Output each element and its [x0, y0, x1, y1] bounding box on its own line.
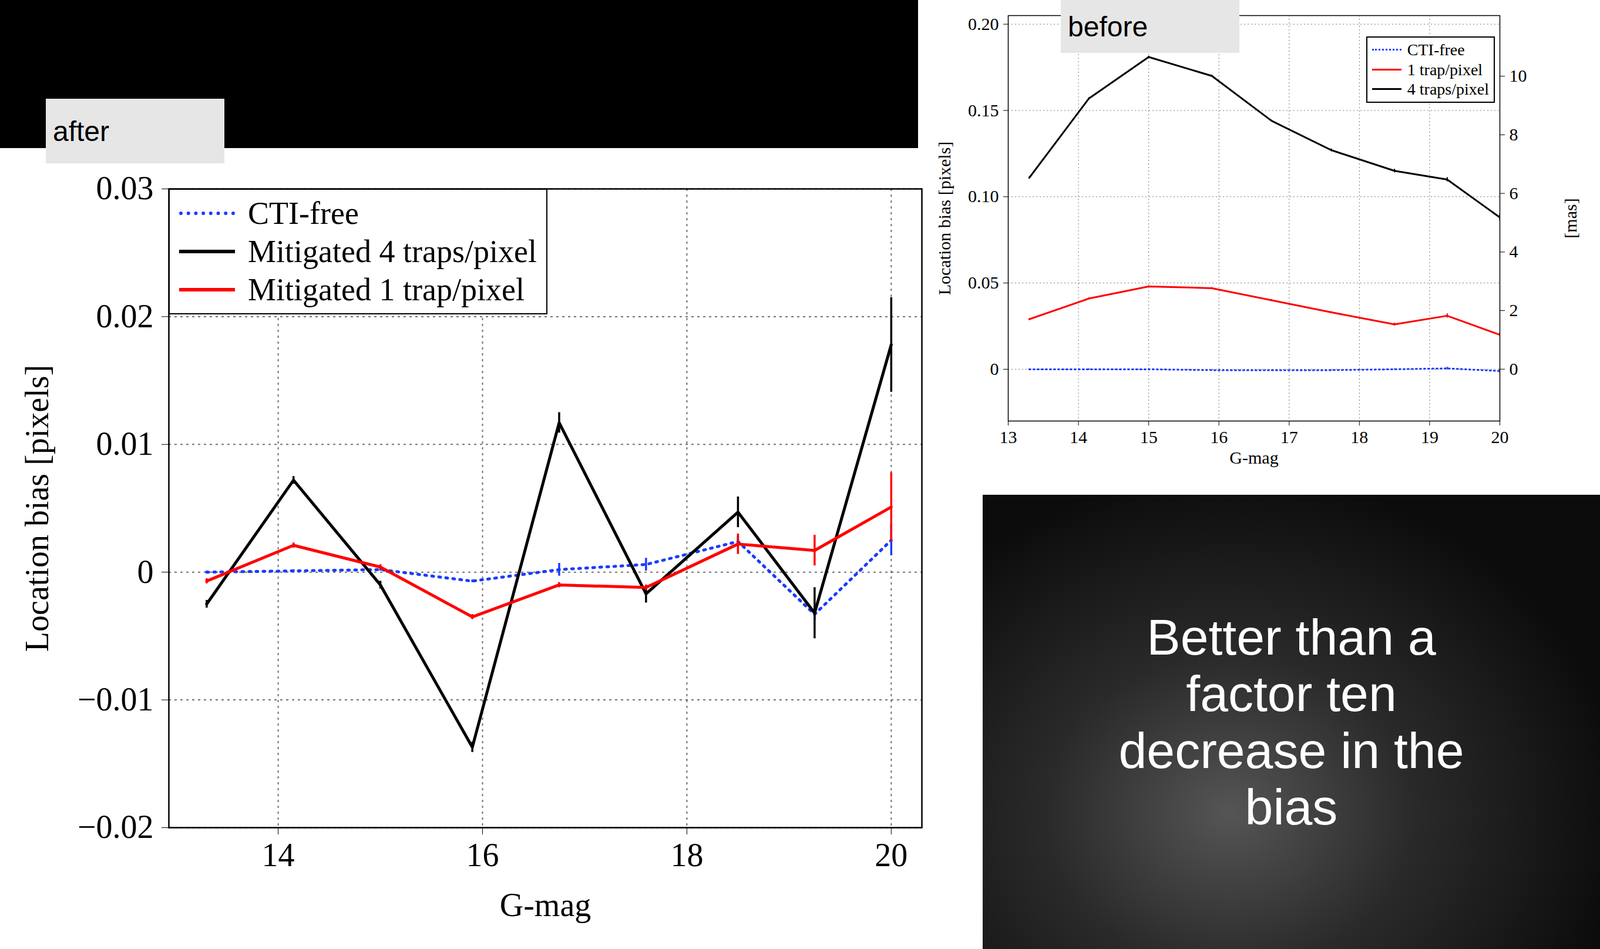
svg-text:−0.01: −0.01 — [77, 680, 154, 718]
svg-text:0: 0 — [137, 553, 154, 590]
svg-text:16: 16 — [1209, 427, 1228, 447]
html-text:before: before — [1067, 10, 1148, 42]
svg-text:19: 19 — [1420, 427, 1439, 447]
svg-text:13: 13 — [999, 427, 1018, 447]
html-text:1 trap/pixel: 1 trap/pixel — [1407, 60, 1483, 79]
svg-text:14: 14 — [1069, 427, 1088, 447]
svg-text:G-mag: G-mag — [1229, 447, 1279, 467]
html-text:CTI-free: CTI-free — [247, 195, 359, 231]
svg-text:0: 0 — [1509, 358, 1519, 379]
svg-text:2: 2 — [1509, 300, 1519, 320]
svg-text:0.15: 0.15 — [967, 100, 1000, 120]
html-text:4 traps/pixel: 4 traps/pixel — [1407, 80, 1489, 99]
svg-text:[mas]: [mas] — [1560, 197, 1581, 238]
svg-text:Location bias [pixels]: Location bias [pixels] — [934, 141, 954, 296]
svg-text:0.20: 0.20 — [967, 14, 1000, 34]
svg-text:14: 14 — [261, 836, 295, 873]
svg-text:20: 20 — [1491, 427, 1509, 447]
svg-text:0.05: 0.05 — [967, 272, 1000, 292]
svg-text:G-mag: G-mag — [499, 886, 592, 923]
svg-text:17: 17 — [1280, 427, 1299, 447]
svg-text:15: 15 — [1140, 427, 1158, 447]
svg-text:0.02: 0.02 — [96, 297, 154, 335]
svg-text:0.01: 0.01 — [96, 425, 154, 462]
html-text:Mitigated 1 trap/pixel: Mitigated 1 trap/pixel — [247, 271, 525, 307]
svg-text:6: 6 — [1509, 183, 1519, 203]
html-text:Better than a factor ten decre: Better than a factor ten decrease in the… — [1118, 608, 1465, 835]
svg-text:10: 10 — [1509, 65, 1528, 86]
svg-text:16: 16 — [466, 836, 500, 873]
svg-text:4: 4 — [1509, 241, 1519, 261]
svg-text:18: 18 — [670, 836, 704, 873]
html-text:after: after — [52, 115, 110, 147]
svg-text:18: 18 — [1350, 427, 1368, 447]
html-text:CTI-free: CTI-free — [1407, 40, 1465, 59]
svg-text:0.03: 0.03 — [96, 169, 154, 207]
svg-text:−0.02: −0.02 — [77, 808, 154, 845]
html-text:Mitigated 4 traps/pixel: Mitigated 4 traps/pixel — [247, 233, 537, 269]
svg-text:Location bias [pixels]: Location bias [pixels] — [18, 364, 56, 652]
svg-text:20: 20 — [874, 836, 908, 873]
svg-text:0.10: 0.10 — [967, 186, 1000, 206]
svg-text:0: 0 — [990, 358, 1000, 379]
svg-text:8: 8 — [1509, 124, 1519, 144]
